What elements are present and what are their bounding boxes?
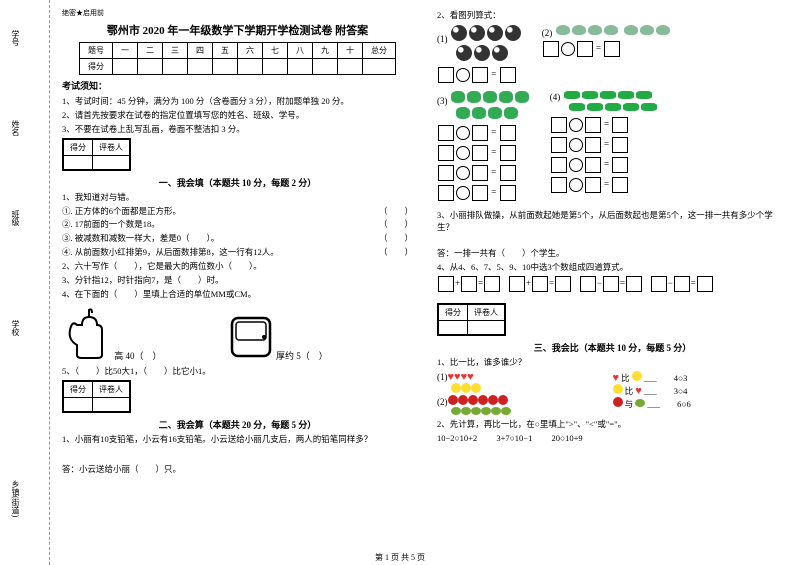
q1-sub: ③. 被减数和减数一样大，差是0（ ）。（ ） [62,233,413,245]
section2-title: 二、我会算（本题共 20 分，每题 5 分） [62,418,413,431]
notice-title: 考试须知： [62,79,413,92]
q2: 2、六十写作（ ），它是最大的两位数小（ ）。 [62,261,413,273]
s2q2: 2、看图列算式： [437,10,788,22]
pic-group-1: (1) = [437,24,522,86]
section-scorebox: 得分评卷人 [62,138,131,171]
section-scorebox: 得分评卷人 [437,303,506,336]
pic-group-4: (4) = = = = [550,90,658,204]
confidential-mark: 绝密★启用前 [62,8,413,18]
binding-label: 班级 [10,210,21,226]
notice-item: 1、考试时间：45 分钟，满分为 100 分（含卷面分 3 分），附加题单独 2… [62,96,413,108]
q5: 5、（ ）比50大1，（ ）比它小1。 [62,366,413,378]
compare-icons: (1)♥♥♥♥ (2) [437,371,613,417]
teapot-icon [62,305,112,362]
right-column: 2、看图列算式： (1) = (2) = (3) = = = = (4) = = [425,0,800,565]
section1-title: 一、我会填（本题共 10 分，每题 2 分） [62,176,413,189]
eq-blanks: += += −= −= [437,275,788,293]
q4: 4、在下面的（ ）里填上合适的单位MM或CM。 [62,289,413,301]
section3-title: 三、我会比（本题共 10 分，每题 5 分） [437,341,788,354]
s2q1-ans: 答：小云送给小丽（ ）只。 [62,464,413,476]
s3q2-items: 10−2○10+2 3+7○10−1 20○10+9 [437,433,788,445]
exam-title: 鄂州市 2020 年一年级数学下学期开学检测试卷 附答案 [62,22,413,38]
notice-item: 3、不要在试卷上乱写乱画，卷面不整洁扣 3 分。 [62,124,413,136]
binding-label: 学校 [10,320,21,336]
pic-group-3: (3) = = = = [437,90,530,204]
left-column: 绝密★启用前 鄂州市 2020 年一年级数学下学期开学检测试卷 附答案 题号 一… [50,0,425,565]
binding-label: 乡镇(街道) [10,480,21,517]
s3q1: 1、比一比，谁多谁少？ [437,357,788,369]
th: 题号 [80,43,113,59]
page-footer: 第 1 页 共 5 页 [0,552,800,563]
q1-sub: ①. 正方体的6个面都是正方形。（ ） [62,206,413,218]
s2q3-ans: 答：一排一共有（ ）个学生。 [437,248,788,260]
q4a-label: 高 40（ ） [114,351,161,361]
s3q2: 2、先计算，再比一比，在○里填上">"、"<"或"="。 [437,419,788,431]
binding-margin: 学号 姓名 班级 学校 乡镇(街道) [0,0,50,565]
s2q4: 4、从4、6、7、5、9、10中选3个数组成四道算式。 [437,262,788,274]
s2q1: 1、小丽有10支铅笔，小云有16支铅笔。小云送给小丽几支后，两人的铅笔同样多？ [62,434,413,446]
q3: 3、分针指12，时针指向7，是（ ）时。 [62,275,413,287]
q4b-label: 厚约 5（ ） [276,351,328,361]
wallet-icon [224,310,274,362]
s2q3: 3、小丽排队做操，从前面数起她是第5个，从后面数起也是第5个，这一排一共有多少个… [437,210,788,234]
notice-item: 2、请首先按要求在试卷的指定位置填写您的姓名、班级、学号。 [62,110,413,122]
q1: 1、我知道对与错。 [62,192,413,204]
q1-sub: ④. 从前面数小红排第9，从后面数排第8，这一行有12人。（ ） [62,247,413,259]
binding-label: 姓名 [10,120,21,136]
score-table: 题号 一二三四五六七八九十总分 得分 [79,42,396,75]
pic-group-2: (2) = [542,24,671,86]
q1-sub: ②. 17前面的一个数是18。（ ） [62,219,413,231]
section-scorebox: 得分评卷人 [62,380,131,413]
compare-results: ♥ 比 ___ 4○3 比 ♥ ___ 3○4 与 ___ 6○6 [613,371,789,417]
image-row: 高 40（ ） 厚约 5（ ） [62,305,413,362]
binding-label: 学号 [10,30,21,46]
